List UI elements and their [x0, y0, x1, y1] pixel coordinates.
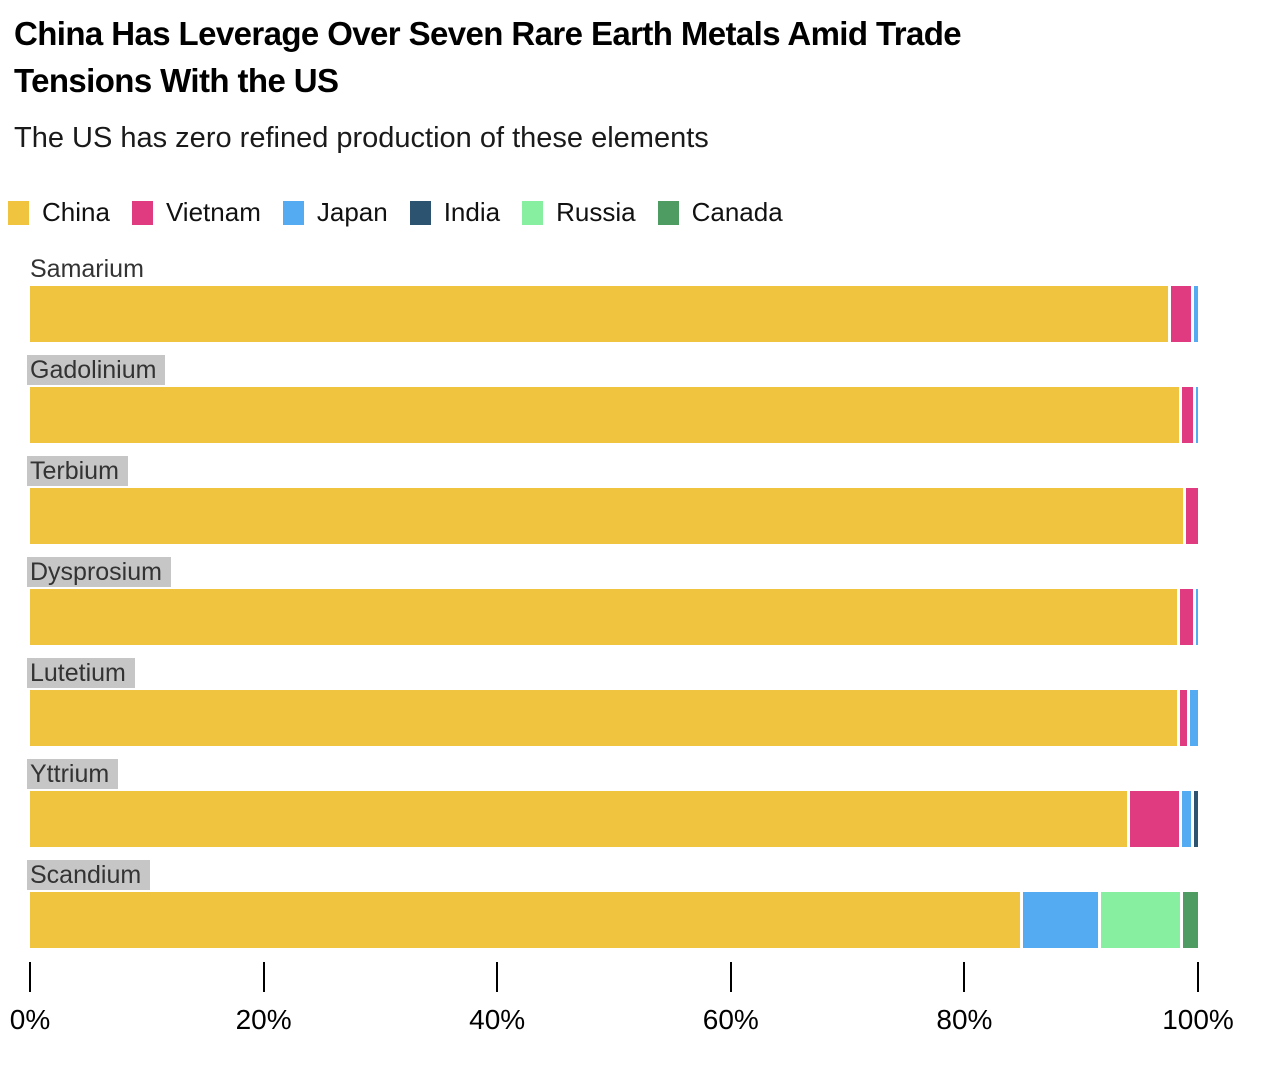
axis-tick-mark [496, 962, 499, 992]
category-label-text: Samarium [30, 255, 144, 283]
bar-segment-japan [1193, 589, 1198, 645]
stacked-bar [30, 690, 1198, 746]
legend-item-label: China [42, 197, 110, 227]
legend-item: Vietnam [131, 197, 261, 228]
legend-item-label: Vietnam [165, 197, 261, 227]
chart-subtitle: The US has zero refined production of th… [14, 122, 709, 154]
bar-segment-india [1190, 791, 1198, 847]
stacked-bar [30, 589, 1198, 645]
bar-segment-japan [1187, 690, 1198, 746]
chart-row: Scandium [27, 860, 1198, 948]
axis-tick-label: 40% [469, 1004, 526, 1035]
bar-segment-japan [1179, 791, 1191, 847]
chart-title: China Has Leverage Over Seven Rare Earth… [14, 10, 1252, 104]
axis-tick-label: 20% [235, 1004, 292, 1035]
chart-rows: Samarium Gadolinium Terbium Dysprosium L… [27, 254, 1198, 948]
legend-item-label: Canada [691, 197, 783, 227]
legend-item: China [8, 197, 110, 228]
category-label: Scandium [27, 860, 1198, 890]
bar-segment-vietnam [1179, 387, 1194, 443]
legend-item: Japan [282, 197, 388, 228]
category-label: Lutetium [27, 658, 1198, 688]
axis-tick-mark [262, 962, 265, 992]
category-label: Yttrium [27, 759, 1198, 789]
stacked-bar [30, 387, 1198, 443]
legend-item: India [409, 197, 501, 228]
stacked-bar [30, 286, 1198, 342]
category-label: Gadolinium [27, 355, 1198, 385]
stacked-bar-chart: Samarium Gadolinium Terbium Dysprosium L… [10, 254, 1234, 1052]
chart-row: Dysprosium [27, 557, 1198, 645]
bar-segment-china [30, 892, 1021, 948]
bar-segment-china [30, 791, 1127, 847]
legend-item: Canada [657, 197, 783, 228]
bar-segment-vietnam [1126, 791, 1180, 847]
category-label-text: Terbium [27, 456, 128, 486]
legend-item-label: Japan [316, 197, 388, 227]
category-label-text: Dysprosium [27, 557, 171, 587]
legend-item-label: Russia [556, 197, 636, 227]
legend-swatch-icon [8, 200, 29, 225]
bar-segment-china [30, 690, 1177, 746]
bar-segment-russia [1097, 892, 1181, 948]
chart-row: Gadolinium [27, 355, 1198, 443]
legend-swatch-icon [282, 200, 304, 225]
category-label-text: Scandium [27, 860, 151, 890]
legend-swatch-icon [657, 200, 679, 225]
axis-tick-label: 60% [702, 1004, 759, 1035]
bar-segment-china [30, 286, 1168, 342]
chart-title-line-2: Tensions With the US [14, 62, 339, 99]
bar-segment-vietnam [1167, 286, 1191, 342]
chart-title-line-1: China Has Leverage Over Seven Rare Earth… [14, 15, 962, 52]
bar-segment-vietnam [1176, 690, 1188, 746]
axis-tick-label: 100% [1162, 1004, 1234, 1035]
axis-tick-mark [29, 962, 31, 992]
chart-row: Yttrium [27, 759, 1198, 847]
legend-swatch-icon [409, 200, 431, 225]
bar-segment-vietnam [1176, 589, 1194, 645]
category-label: Dysprosium [27, 557, 1198, 587]
legend-swatch-icon [522, 200, 544, 225]
axis-tick-mark [729, 962, 732, 992]
legend-swatch-icon [131, 200, 153, 225]
category-label-text: Yttrium [27, 759, 119, 789]
bar-segment-china [30, 488, 1183, 544]
legend-item-label: India [443, 197, 501, 227]
axis-tick-label: 80% [936, 1004, 993, 1035]
axis-tick-mark [1197, 962, 1199, 992]
chart-row: Samarium [30, 254, 1198, 342]
x-axis: 0% 20% 40% 60% 80% 100% [10, 962, 1234, 1052]
bar-segment-vietnam [1182, 488, 1198, 544]
chart-row: Terbium [27, 456, 1198, 544]
chart-row: Lutetium [27, 658, 1198, 746]
bar-segment-canada [1180, 892, 1198, 948]
bar-segment-japan [1020, 892, 1098, 948]
category-label-text: Gadolinium [27, 355, 166, 385]
bar-segment-china [30, 589, 1177, 645]
stacked-bar [30, 791, 1198, 847]
category-label-text: Lutetium [27, 658, 135, 688]
bar-segment-japan [1193, 387, 1198, 443]
legend-item: Russia [522, 197, 636, 228]
legend: China Vietnam Japan India Russia Canada [8, 197, 1252, 228]
axis-tick-label: 0% [9, 1004, 51, 1035]
category-label: Samarium [30, 254, 1198, 284]
category-label: Terbium [27, 456, 1198, 486]
stacked-bar [30, 892, 1198, 948]
axis-tick-mark [963, 962, 966, 992]
bar-segment-china [30, 387, 1180, 443]
stacked-bar [30, 488, 1198, 544]
bar-segment-japan [1190, 286, 1198, 342]
